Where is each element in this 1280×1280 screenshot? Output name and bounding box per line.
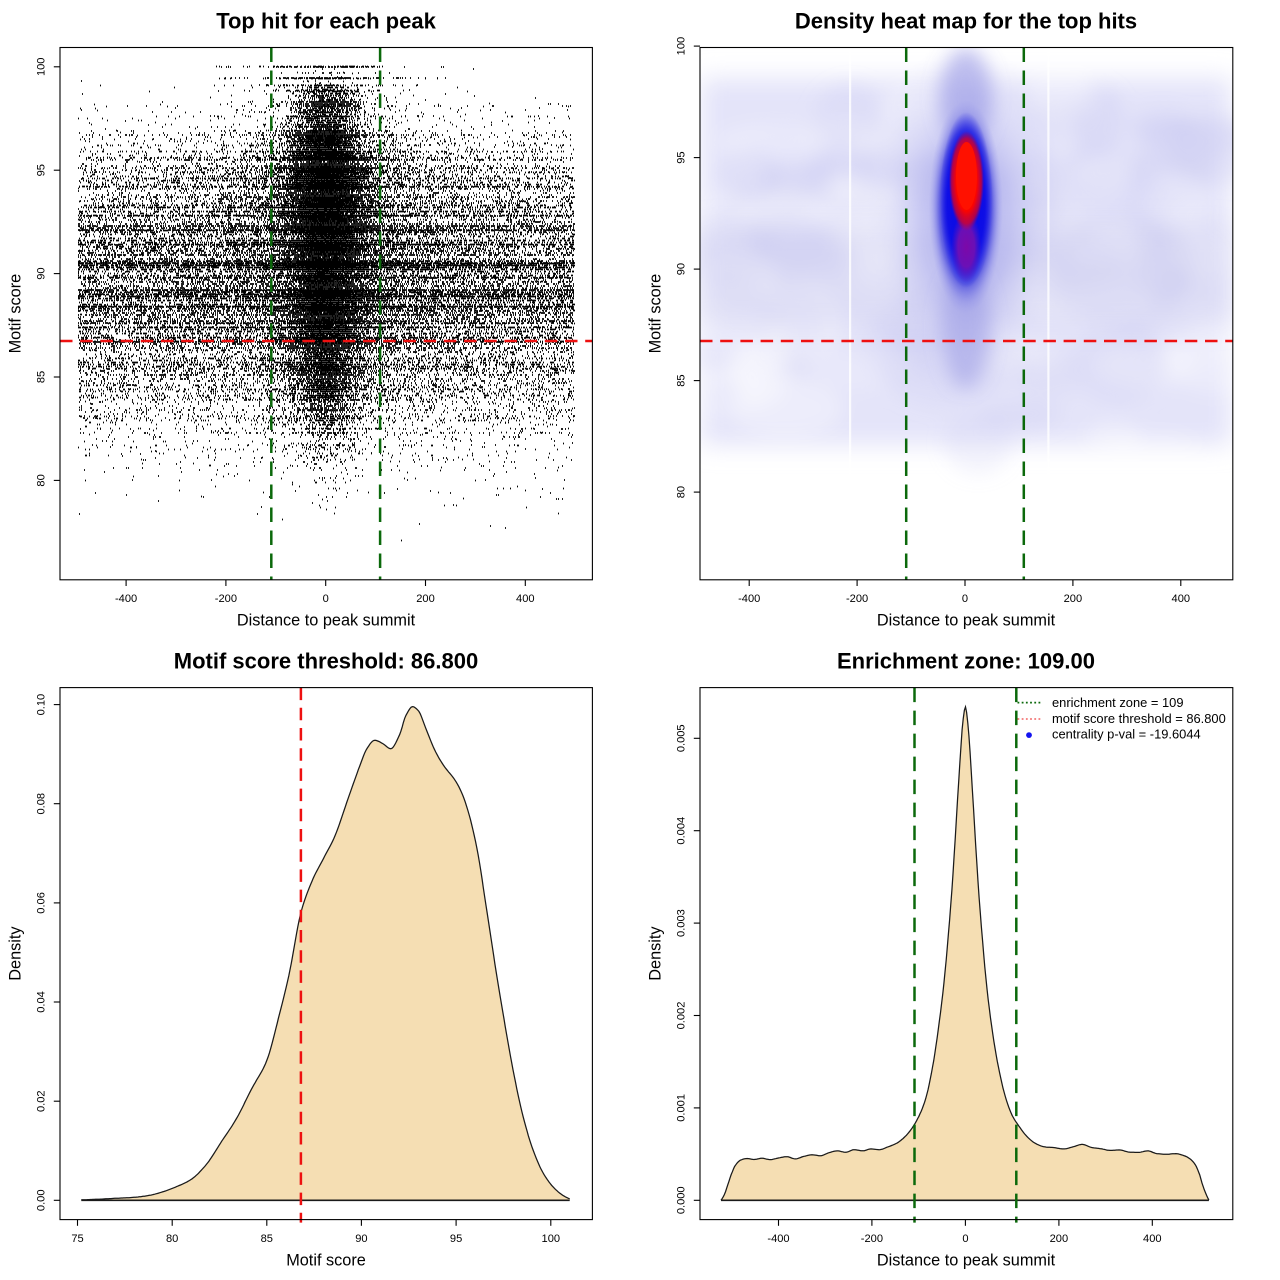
svg-text:0.06: 0.06 (36, 892, 48, 914)
svg-text:0: 0 (962, 593, 968, 605)
svg-text:0.04: 0.04 (36, 991, 48, 1013)
svg-text:0.005: 0.005 (676, 724, 688, 752)
svg-text:Enrichment zone: 109.00: Enrichment zone: 109.00 (837, 649, 1095, 674)
svg-text:0.00: 0.00 (36, 1190, 48, 1212)
svg-text:200: 200 (1064, 593, 1083, 605)
svg-text:75: 75 (71, 1233, 83, 1245)
svg-text:95: 95 (36, 164, 48, 176)
svg-text:200: 200 (416, 593, 435, 605)
svg-text:enrichment zone = 109: enrichment zone = 109 (1052, 695, 1184, 710)
svg-text:-400: -400 (115, 593, 137, 605)
svg-text:100: 100 (676, 37, 688, 56)
svg-text:0.08: 0.08 (36, 793, 48, 815)
svg-text:85: 85 (36, 371, 48, 383)
svg-text:0.001: 0.001 (676, 1094, 688, 1122)
svg-text:400: 400 (516, 593, 535, 605)
svg-text:Distance to peak summit: Distance to peak summit (877, 612, 1056, 630)
svg-text:-200: -200 (861, 1233, 883, 1245)
svg-text:Density heat map for the top h: Density heat map for the top hits (795, 9, 1137, 34)
svg-text:90: 90 (355, 1233, 367, 1245)
svg-text:0.003: 0.003 (676, 909, 688, 937)
svg-text:0.02: 0.02 (36, 1090, 48, 1112)
svg-text:Top hit for each peak: Top hit for each peak (216, 9, 436, 34)
svg-text:-400: -400 (738, 593, 760, 605)
svg-text:Motif score: Motif score (647, 274, 665, 354)
svg-text:Distance to peak summit: Distance to peak summit (237, 612, 416, 630)
svg-text:200: 200 (1050, 1233, 1069, 1245)
svg-text:0: 0 (962, 1233, 968, 1245)
svg-text:90: 90 (36, 267, 48, 279)
svg-text:0.10: 0.10 (36, 694, 48, 716)
svg-text:95: 95 (676, 151, 688, 163)
svg-text:80: 80 (36, 474, 48, 486)
svg-text:Distance to peak summit: Distance to peak summit (877, 1252, 1056, 1270)
svg-text:80: 80 (166, 1233, 178, 1245)
svg-text:-400: -400 (767, 1233, 789, 1245)
svg-text:400: 400 (1143, 1233, 1162, 1245)
svg-text:0: 0 (323, 593, 329, 605)
svg-text:0.000: 0.000 (676, 1186, 688, 1214)
svg-text:Motif score: Motif score (286, 1252, 366, 1270)
svg-text:motif score threshold = 86.800: motif score threshold = 86.800 (1052, 711, 1226, 726)
svg-text:Motif score threshold: 86.800: Motif score threshold: 86.800 (174, 649, 478, 674)
svg-text:80: 80 (676, 486, 688, 498)
svg-text:95: 95 (450, 1233, 462, 1245)
svg-text:90: 90 (676, 263, 688, 275)
svg-text:-200: -200 (215, 593, 237, 605)
svg-text:Density: Density (647, 926, 665, 981)
svg-text:85: 85 (676, 374, 688, 386)
svg-text:0.004: 0.004 (676, 817, 688, 845)
svg-text:100: 100 (542, 1233, 561, 1245)
svg-text:400: 400 (1172, 593, 1191, 605)
svg-text:-200: -200 (846, 593, 868, 605)
svg-text:85: 85 (261, 1233, 273, 1245)
svg-text:0.002: 0.002 (676, 1002, 688, 1030)
svg-text:Density: Density (7, 926, 25, 981)
svg-text:centrality p-val = -19.6044: centrality p-val = -19.6044 (1052, 727, 1201, 742)
svg-text:Motif score: Motif score (7, 274, 25, 354)
svg-text:100: 100 (36, 58, 48, 77)
